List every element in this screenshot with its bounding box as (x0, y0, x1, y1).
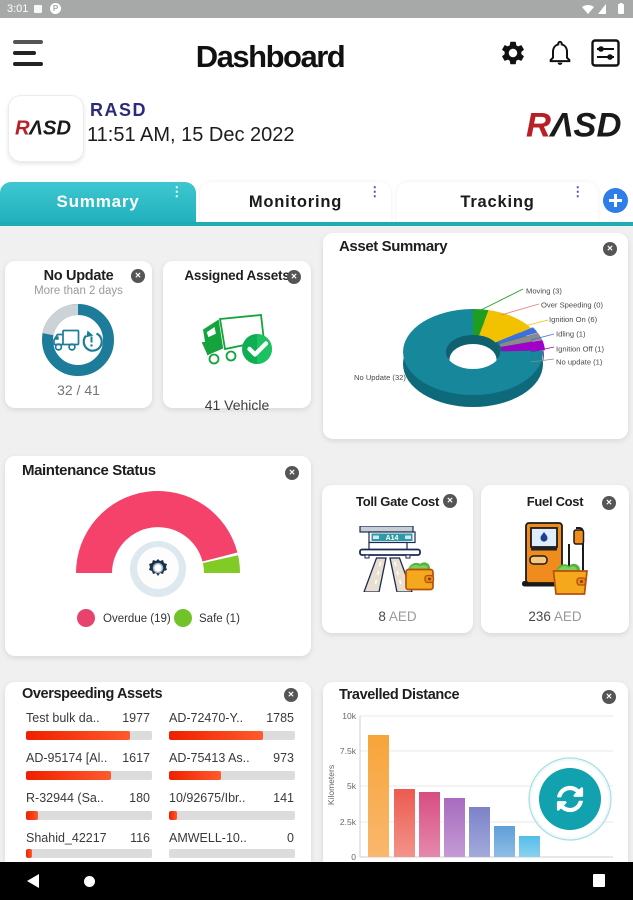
svg-text:Idling (1): Idling (1) (556, 330, 586, 339)
svg-text:Ignition Off (1): Ignition Off (1) (556, 345, 604, 354)
svg-text:No Update (32): No Update (32) (354, 373, 406, 382)
svg-text:5k: 5k (347, 781, 357, 791)
svg-text:No update (1): No update (1) (556, 358, 603, 367)
svg-text:2.5k: 2.5k (340, 817, 357, 827)
svg-text:Kilometers: Kilometers (326, 765, 336, 805)
svg-text:Safe (1): Safe (1) (199, 613, 240, 625)
svg-text:ΛSD: ΛSD (548, 107, 621, 144)
svg-text:R: R (15, 117, 30, 139)
svg-text:Over Speeding (0): Over Speeding (0) (541, 301, 604, 310)
svg-text:0: 0 (351, 852, 356, 862)
svg-text:A14: A14 (386, 535, 399, 542)
svg-text:Moving (3): Moving (3) (526, 287, 562, 296)
svg-text:10k: 10k (342, 711, 356, 721)
svg-text:ΛSD: ΛSD (28, 117, 71, 139)
svg-text:Ignition On (6): Ignition On (6) (549, 315, 598, 324)
svg-text:Overdue (19): Overdue (19) (103, 613, 171, 625)
svg-text:7.5k: 7.5k (340, 746, 357, 756)
svg-text:R: R (526, 107, 551, 144)
